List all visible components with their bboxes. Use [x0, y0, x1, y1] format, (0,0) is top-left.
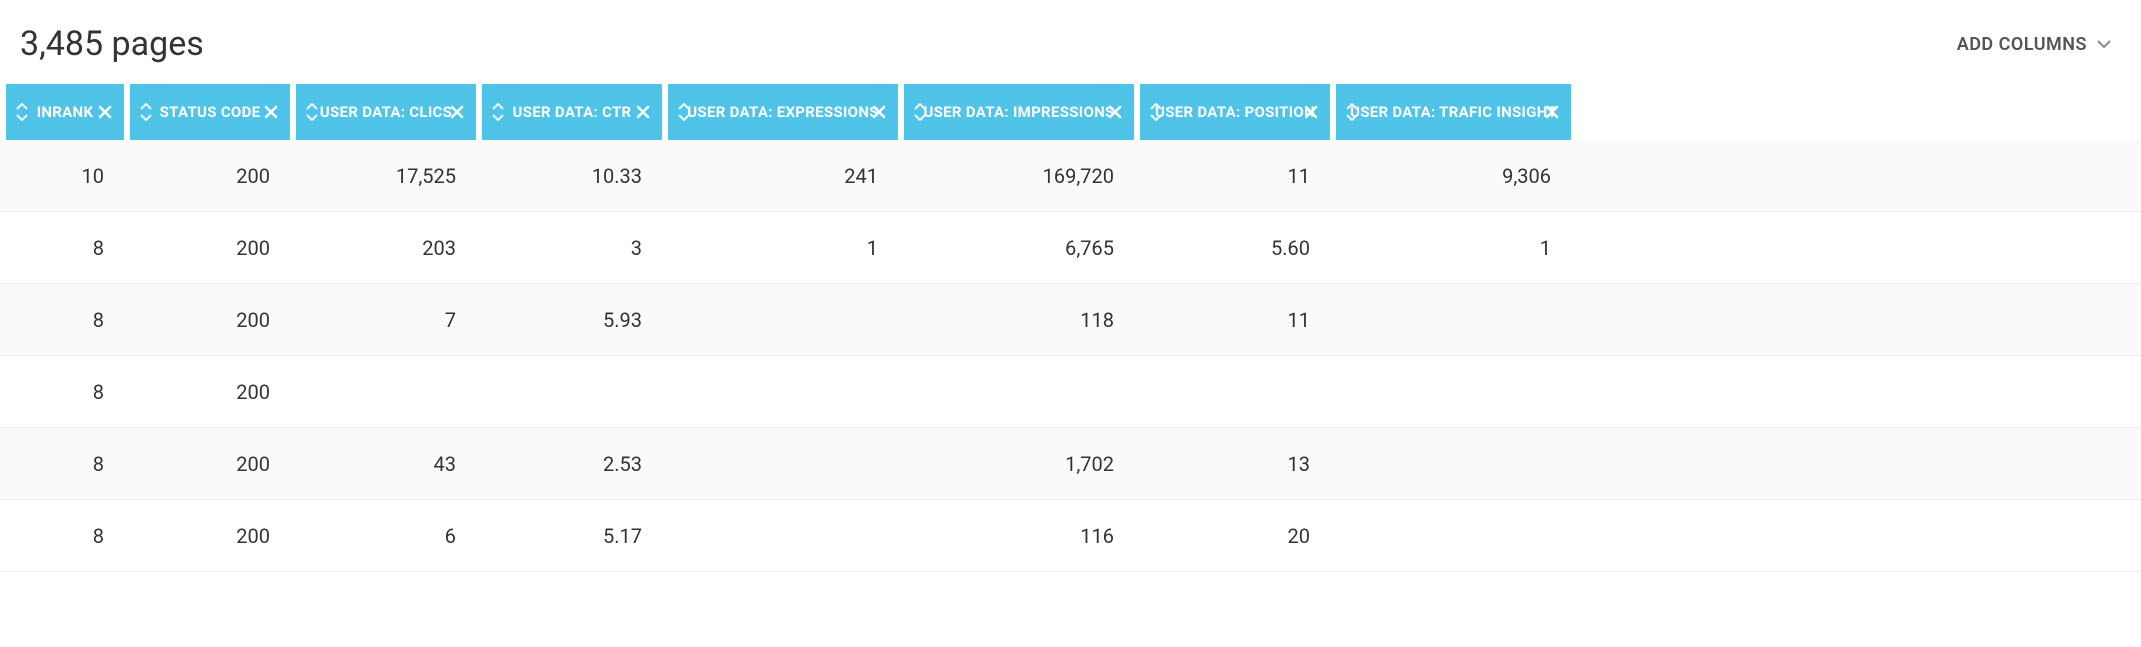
table-cell: 1	[668, 212, 898, 283]
sort-arrows-icon[interactable]	[16, 103, 28, 121]
table-cell: 116	[904, 500, 1134, 571]
column-header[interactable]: USER DATA: CTR	[482, 84, 662, 140]
table-cell: 10.33	[482, 140, 662, 211]
table-cell: 200	[130, 212, 290, 283]
table-cell: 200	[130, 500, 290, 571]
remove-column-icon[interactable]	[1304, 105, 1318, 119]
table-cell: 169,720	[904, 140, 1134, 211]
remove-column-icon[interactable]	[872, 105, 886, 119]
table-cell: 7	[296, 284, 476, 355]
sort-arrows-icon[interactable]	[306, 103, 318, 121]
column-header[interactable]: USER DATA: TRAFIC INSIGHT	[1336, 84, 1571, 140]
column-header-label: STATUS CODE	[160, 103, 261, 121]
table-cell	[668, 356, 898, 427]
table-row: 8200	[0, 356, 2141, 428]
table-cell	[668, 428, 898, 499]
table-cell	[482, 356, 662, 427]
table-cell: 11	[1140, 140, 1330, 211]
column-header[interactable]: USER DATA: IMPRESSIONS	[904, 84, 1134, 140]
data-table: INRANK STATUS CODE USER DATA: CLICS USER DA…	[0, 84, 2141, 572]
remove-column-icon[interactable]	[98, 105, 112, 119]
table-cell: 8	[6, 356, 124, 427]
page-count-label: 3,485 pages	[20, 24, 204, 64]
table-cell	[904, 356, 1134, 427]
table-cell	[668, 500, 898, 571]
column-header[interactable]: STATUS CODE	[130, 84, 290, 140]
table-cell: 1	[1336, 212, 1571, 283]
table-row: 8200432.53 1,70213	[0, 428, 2141, 500]
table-cell: 203	[296, 212, 476, 283]
sort-arrows-icon[interactable]	[914, 103, 926, 121]
column-header-label: USER DATA: TRAFIC INSIGHT	[1350, 103, 1557, 121]
table-cell: 3	[482, 212, 662, 283]
table-cell: 2.53	[482, 428, 662, 499]
table-row: 8200203316,7655.601	[0, 212, 2141, 284]
add-columns-label: ADD COLUMNS	[1957, 34, 2087, 55]
table-body: 1020017,52510.33241169,720119,3068200203…	[0, 140, 2141, 572]
table-cell: 1,702	[904, 428, 1134, 499]
remove-column-icon[interactable]	[1545, 105, 1559, 119]
table-cell	[1336, 284, 1571, 355]
table-cell: 8	[6, 212, 124, 283]
sort-arrows-icon[interactable]	[140, 103, 152, 121]
table-cell: 8	[6, 284, 124, 355]
table-cell: 200	[130, 140, 290, 211]
table-cell	[668, 284, 898, 355]
table-cell: 6,765	[904, 212, 1134, 283]
caret-down-icon	[2097, 39, 2111, 49]
table-cell	[1140, 356, 1330, 427]
table-cell: 241	[668, 140, 898, 211]
column-header-label: INRANK	[37, 103, 94, 121]
sort-arrows-icon[interactable]	[1346, 103, 1358, 121]
table-header-row: INRANK STATUS CODE USER DATA: CLICS USER DA…	[0, 84, 2141, 140]
column-header[interactable]: USER DATA: CLICS	[296, 84, 476, 140]
table-cell: 11	[1140, 284, 1330, 355]
remove-column-icon[interactable]	[264, 105, 278, 119]
table-cell: 200	[130, 284, 290, 355]
table-cell: 5.60	[1140, 212, 1330, 283]
table-cell: 10	[6, 140, 124, 211]
table-cell: 17,525	[296, 140, 476, 211]
table-cell	[1336, 500, 1571, 571]
table-cell: 200	[130, 428, 290, 499]
table-cell: 13	[1140, 428, 1330, 499]
table-cell: 20	[1140, 500, 1330, 571]
add-columns-button[interactable]: ADD COLUMNS	[1957, 34, 2121, 55]
table-row: 820065.17 11620	[0, 500, 2141, 572]
column-header-label: USER DATA: CLICS	[320, 103, 452, 121]
sort-arrows-icon[interactable]	[678, 103, 690, 121]
table-cell: 8	[6, 428, 124, 499]
table-cell: 118	[904, 284, 1134, 355]
column-header[interactable]: USER DATA: EXPRESSIONS	[668, 84, 898, 140]
column-header[interactable]: INRANK	[6, 84, 124, 140]
table-cell: 9,306	[1336, 140, 1571, 211]
column-header-label: USER DATA: EXPRESSIONS	[687, 103, 879, 121]
topbar: 3,485 pages ADD COLUMNS	[0, 0, 2141, 84]
remove-column-icon[interactable]	[450, 105, 464, 119]
remove-column-icon[interactable]	[636, 105, 650, 119]
table-cell: 5.17	[482, 500, 662, 571]
table-cell: 43	[296, 428, 476, 499]
table-cell: 5.93	[482, 284, 662, 355]
column-header-label: USER DATA: CTR	[513, 103, 632, 121]
table-cell	[1336, 428, 1571, 499]
table-row: 1020017,52510.33241169,720119,306	[0, 140, 2141, 212]
remove-column-icon[interactable]	[1108, 105, 1122, 119]
table-cell	[1336, 356, 1571, 427]
table-row: 820075.93 11811	[0, 284, 2141, 356]
table-cell: 6	[296, 500, 476, 571]
column-header-label: USER DATA: IMPRESSIONS	[923, 103, 1114, 121]
sort-arrows-icon[interactable]	[1150, 103, 1162, 121]
column-header-label: USER DATA: POSITION	[1155, 103, 1315, 121]
table-cell: 8	[6, 500, 124, 571]
sort-arrows-icon[interactable]	[492, 103, 504, 121]
table-cell	[296, 356, 476, 427]
table-cell: 200	[130, 356, 290, 427]
column-header[interactable]: USER DATA: POSITION	[1140, 84, 1330, 140]
